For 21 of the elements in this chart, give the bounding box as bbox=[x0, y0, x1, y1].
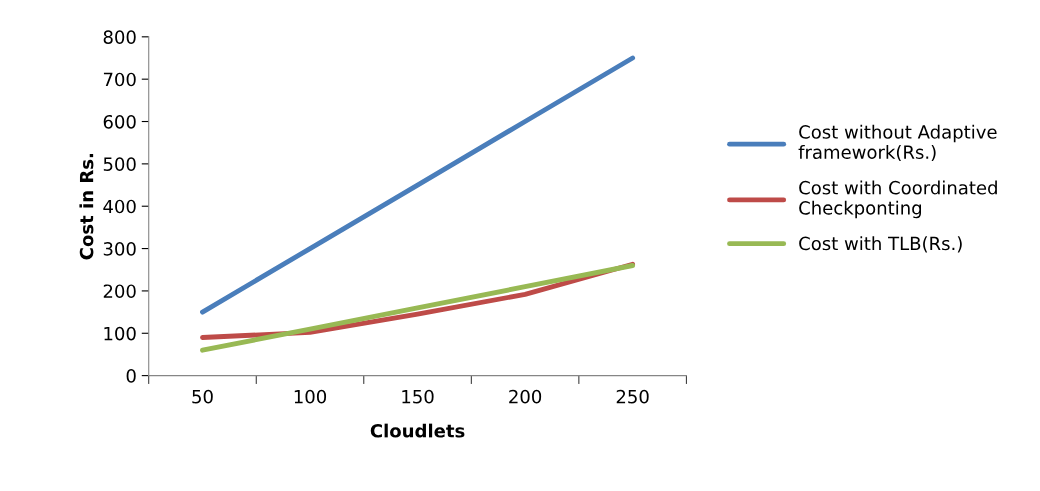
legend-label: Cost with Coordinated Checkponting bbox=[799, 180, 997, 219]
line-series bbox=[200, 55, 636, 315]
y-tick-label: 800 bbox=[103, 30, 136, 44]
x-tick-label: 200 bbox=[509, 389, 542, 404]
legend-label: Cost with TLB(Rs.) bbox=[799, 236, 962, 253]
x-axis-title: Cloudlets bbox=[370, 423, 465, 438]
y-axis-title: Cost in Rs. bbox=[79, 153, 94, 260]
y-tick-label: 700 bbox=[103, 72, 136, 87]
line-series bbox=[200, 263, 636, 353]
y-tick-label: 400 bbox=[103, 199, 136, 214]
y-tick-label: 100 bbox=[104, 326, 136, 341]
y-tick-label: 0 bbox=[126, 369, 136, 383]
y-tick-label: 300 bbox=[103, 242, 136, 256]
x-tick-label: 100 bbox=[294, 389, 327, 404]
y-tick-label: 500 bbox=[103, 157, 136, 171]
y-tick-label: 200 bbox=[103, 284, 136, 299]
x-tick-label: 150 bbox=[402, 389, 434, 404]
legend-label: Cost without Adaptive framework(Rs.) bbox=[798, 124, 997, 162]
x-tick-label: 50 bbox=[192, 389, 213, 404]
y-tick-label: 600 bbox=[103, 114, 136, 129]
x-tick-label: 250 bbox=[616, 389, 649, 404]
